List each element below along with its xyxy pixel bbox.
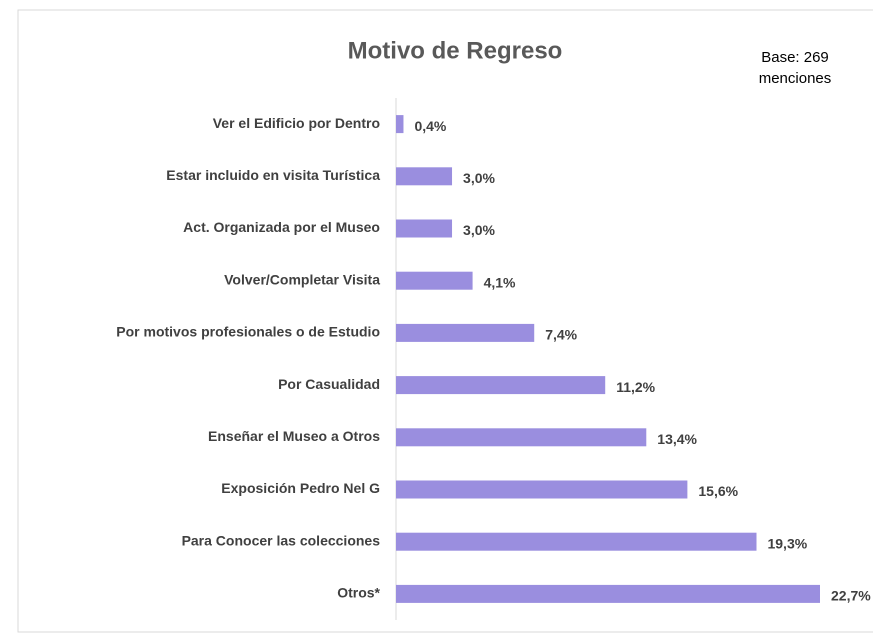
data-label: 4,1% — [484, 274, 516, 290]
y-tick-label: Estar incluido en visita Turística — [166, 167, 380, 183]
chart-title: Motivo de Regreso — [348, 37, 563, 64]
bar — [396, 323, 535, 342]
data-label: 7,4% — [545, 327, 577, 343]
y-tick-label: Exposición Pedro Nel G — [221, 480, 380, 496]
y-tick-label: Volver/Completar Visita — [224, 271, 380, 287]
y-tick-label: Por Casualidad — [278, 376, 380, 392]
bar — [396, 219, 453, 238]
y-tick-label: Para Conocer las colecciones — [182, 532, 381, 548]
bar — [396, 167, 453, 186]
bar — [396, 271, 473, 290]
data-label: 22,7% — [831, 588, 871, 604]
y-tick-label: Otros* — [337, 585, 380, 601]
data-label: 0,4% — [414, 118, 446, 134]
data-label: 11,2% — [616, 379, 655, 395]
bar — [396, 428, 647, 447]
y-tick-label: Ver el Edificio por Dentro — [213, 115, 380, 131]
annotation: menciones — [759, 70, 832, 87]
y-tick-label: Por motivos profesionales o de Estudio — [116, 324, 380, 340]
data-label: 3,0% — [463, 170, 495, 186]
bar — [396, 480, 688, 499]
data-label: 13,4% — [657, 431, 697, 447]
data-label: 3,0% — [463, 222, 495, 238]
bar — [396, 115, 404, 134]
data-label: 19,3% — [767, 535, 807, 551]
y-tick-label: Enseñar el Museo a Otros — [208, 428, 380, 444]
y-tick-label: Act. Organizada por el Museo — [183, 219, 380, 235]
chart-border — [17, 9, 873, 633]
data-label: 15,6% — [698, 483, 738, 499]
bar — [396, 376, 606, 395]
bar — [396, 584, 820, 603]
annotation: Base: 269 — [761, 49, 829, 66]
bar — [396, 532, 757, 551]
